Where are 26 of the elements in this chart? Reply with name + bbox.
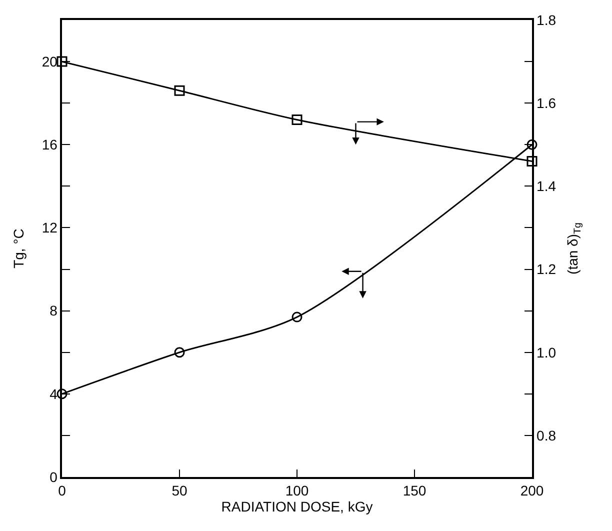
point [174,347,185,358]
y2-tick-label: 1.2 [536,261,556,278]
point [56,56,68,67]
y2-tick-label: 1.0 [536,344,556,360]
y-tick-label: 0 [50,468,58,485]
y-tick-label: 16 [42,136,58,153]
x-tick-label: 100 [285,482,309,499]
point [292,114,302,125]
y2-tick-label: 1.4 [536,178,556,194]
point [526,139,538,150]
y-axis-title: Tg, °C [10,228,26,268]
point [526,156,538,166]
point [56,388,68,400]
point [174,85,185,96]
y2-tick-label: 0.8 [536,427,556,444]
y-tick-label: 8 [50,302,58,319]
y2-tick-label: 1.6 [536,94,556,111]
x-axis-title: RADIATION DOSE, kGy [221,498,373,515]
y-tick-label: 12 [42,220,58,236]
y-tick-label: 20 [42,53,58,70]
x-tick-label: 200 [520,482,544,499]
y2-tick-label: 1.8 [536,12,556,28]
x-tick-label: 50 [172,482,188,499]
y-tick-label: 4 [50,386,58,402]
x-tick-label: 150 [402,482,426,499]
point [292,312,302,322]
